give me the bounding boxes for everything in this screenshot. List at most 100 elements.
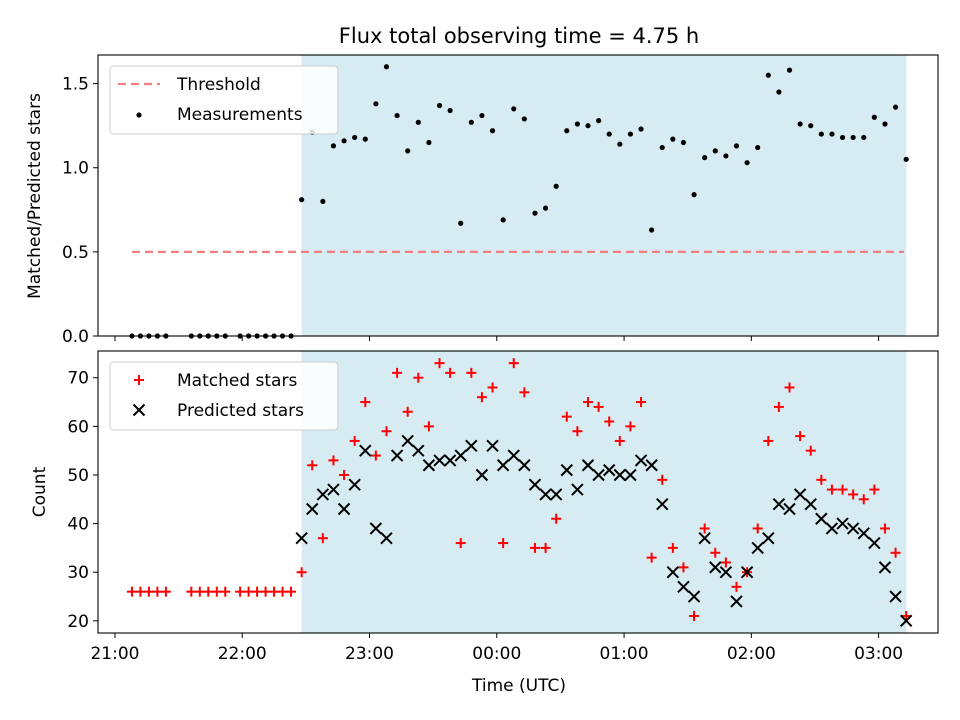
x-tick-label: 22:00 <box>218 644 267 664</box>
predicted-point-b <box>846 522 860 535</box>
predicted-point <box>422 459 436 472</box>
predicted-point <box>486 439 499 453</box>
predicted-point <box>316 488 330 501</box>
matched-point <box>646 552 657 563</box>
matched-point <box>423 421 434 432</box>
matched-point <box>143 586 154 597</box>
bottom-panel: 20 30 40 50 60 70 21:00 22:00 23:00 00:00 01:00 02… <box>30 350 939 696</box>
matched-point <box>296 567 307 578</box>
measurement-point <box>341 138 347 144</box>
predicted-point <box>295 531 308 545</box>
predicted-point <box>306 502 319 516</box>
predicted-point <box>327 483 340 496</box>
predicted-point <box>412 444 425 457</box>
measurement-point <box>839 134 846 141</box>
matched-point <box>773 401 784 412</box>
predicted-point-b <box>496 459 510 472</box>
predicted-point <box>624 468 637 482</box>
measurement-point <box>649 227 655 233</box>
measurement-point <box>765 72 771 78</box>
predicted-point <box>677 580 690 594</box>
matched-point <box>186 586 197 597</box>
measurement-point <box>723 153 729 159</box>
matched-point <box>476 392 487 403</box>
predicted-point-b <box>825 522 839 535</box>
predicted-point-b <box>815 512 828 525</box>
measurement-point <box>511 106 517 112</box>
measurement-point <box>596 118 602 124</box>
matched-point <box>455 538 466 549</box>
predicted-point-b <box>433 454 446 467</box>
predicted-point <box>836 517 849 530</box>
matched-point <box>160 586 171 597</box>
matched-point <box>487 382 498 393</box>
matched-point <box>349 435 360 446</box>
predicted-point <box>507 449 520 462</box>
y-tick-label: 60 <box>67 417 89 437</box>
measurement-point <box>786 67 793 73</box>
measurement-point <box>394 112 400 119</box>
legend-plus-marker <box>134 375 144 385</box>
matched-point <box>126 586 137 597</box>
measurement-point <box>405 148 411 154</box>
x-tick-label: 00:00 <box>472 644 521 664</box>
predicted-point-b <box>422 459 436 472</box>
predicted-point <box>634 454 648 467</box>
measurement-point <box>574 121 580 127</box>
predicted-point-b <box>518 459 531 472</box>
measurement-point <box>564 128 570 134</box>
predicted-point-b <box>316 488 330 501</box>
measurement-point <box>458 220 464 226</box>
bottom-legend: Matched stars Predicted stars <box>109 361 339 431</box>
predicted-point-b <box>454 449 467 462</box>
predicted-point <box>380 531 393 545</box>
measurement-point <box>447 107 453 114</box>
predicted-point-b <box>624 468 637 482</box>
predicted-point-b <box>762 531 775 545</box>
top-y-ticks: 0.0 0.5 1.0 1.5 <box>62 75 98 347</box>
predicted-point <box>433 454 446 467</box>
measurement-point <box>373 101 379 107</box>
predicted-point <box>613 468 627 482</box>
predicted-point <box>666 566 680 579</box>
predicted-point-b <box>698 531 711 545</box>
x-axis-label: Time (UTC) <box>471 676 566 696</box>
matched-point <box>901 610 912 621</box>
matched-point <box>243 586 254 597</box>
measurement-point <box>871 114 877 120</box>
predicted-point-b <box>868 536 881 550</box>
measurement-point <box>606 131 612 137</box>
predicted-point-b <box>740 566 754 579</box>
legend-predicted-label: Predicted stars <box>177 401 304 421</box>
predicted-point-b <box>666 566 680 579</box>
predicted-point <box>496 459 510 472</box>
predicted-point <box>698 531 711 545</box>
measurement-point <box>617 141 623 147</box>
y-tick-label: 40 <box>67 515 89 535</box>
predicted-point-b <box>751 541 764 555</box>
predicted-point <box>899 614 913 628</box>
measurement-point <box>691 192 697 198</box>
top-legend-frame <box>109 65 339 135</box>
predicted-point-b <box>677 580 690 594</box>
y-tick-label: 20 <box>67 612 89 632</box>
predicted-point-b <box>772 497 786 511</box>
matched-point <box>763 435 774 446</box>
matched-point <box>667 542 678 553</box>
measurement-point <box>712 148 718 154</box>
measurement-point <box>330 143 337 149</box>
matched-point <box>604 416 615 427</box>
predicted-point <box>549 488 563 501</box>
predicted-point <box>348 478 361 491</box>
predicted-point <box>709 561 722 574</box>
matched-point <box>689 610 700 621</box>
predicted-point <box>783 502 796 516</box>
y-tick-label: 70 <box>67 369 89 389</box>
legend-threshold-label: Threshold <box>176 75 261 95</box>
measurement-point <box>670 136 676 142</box>
measurement-point <box>352 134 358 141</box>
y-tick-label: 0.0 <box>62 327 89 347</box>
predicted-point-b <box>549 488 563 501</box>
predicted-point-b <box>889 590 902 603</box>
predicted-point <box>645 459 658 472</box>
